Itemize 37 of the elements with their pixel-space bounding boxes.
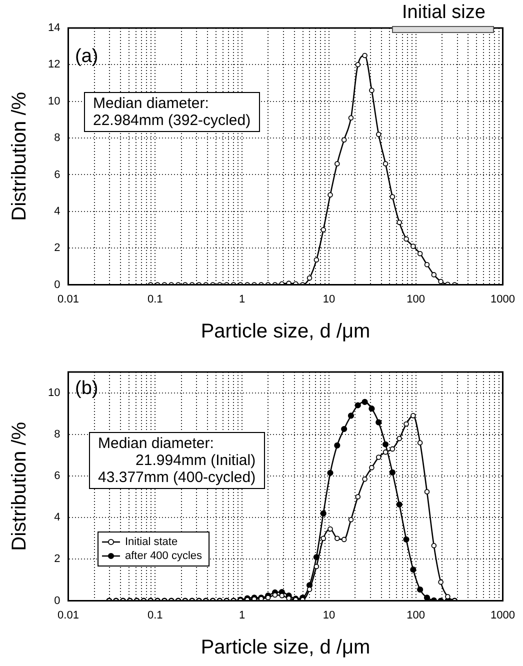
x-axis-title: Particle size, d /μm [200,636,370,659]
x-tick-label: 0.01 [58,609,79,622]
y-tick-label: 6 [54,470,60,482]
x-tick-label: 1 [238,609,246,622]
y-axis-title: Distribution /% [8,92,31,221]
x-tick-label: 100 [406,609,426,622]
y-tick-label: 2 [54,242,60,254]
y-tick-label: 2 [54,553,60,566]
y-tick-label: 14 [48,22,60,34]
y-tick-label: 4 [54,512,60,524]
text: Initial size [402,2,486,23]
y-tick-label: 6 [54,168,60,181]
x-tick-label: 1 [238,293,246,306]
y-tick-label: 12 [48,58,60,71]
x-tick-label: 10 [322,609,336,622]
y-tick-label: 8 [54,428,60,440]
y-tick-label: 10 [48,386,60,399]
x-tick-label: 0.1 [147,293,163,306]
x-axis-title: Particle size, d /μm [200,320,370,343]
x-tick-label: 1000 [490,609,516,622]
annotation: (b) [75,378,98,399]
x-tick-label: 1000 [490,293,516,306]
y-tick-label: 10 [48,95,60,108]
x-tick-label: 10 [322,293,336,306]
x-tick-label: 0.01 [58,293,79,306]
y-tick-label: 0 [54,278,60,291]
x-tick-label: 100 [406,293,426,306]
y-tick-label: 0 [54,594,60,607]
legend-label: Initial state [125,536,178,548]
legend-label: after 400 cycles [125,550,203,562]
y-tick-label: 8 [54,132,60,144]
annotation: (a) [75,46,98,67]
annotation: Median diameter: 22.984mm (392-cycled) [93,95,251,129]
annotation: Median diameter: 21.994mm (Initial) 43.377mm (400-cycled) [98,435,256,486]
y-axis-title: Distribution /% [8,422,31,551]
x-tick-label: 0.1 [147,609,163,622]
y-tick-label: 4 [54,205,60,218]
